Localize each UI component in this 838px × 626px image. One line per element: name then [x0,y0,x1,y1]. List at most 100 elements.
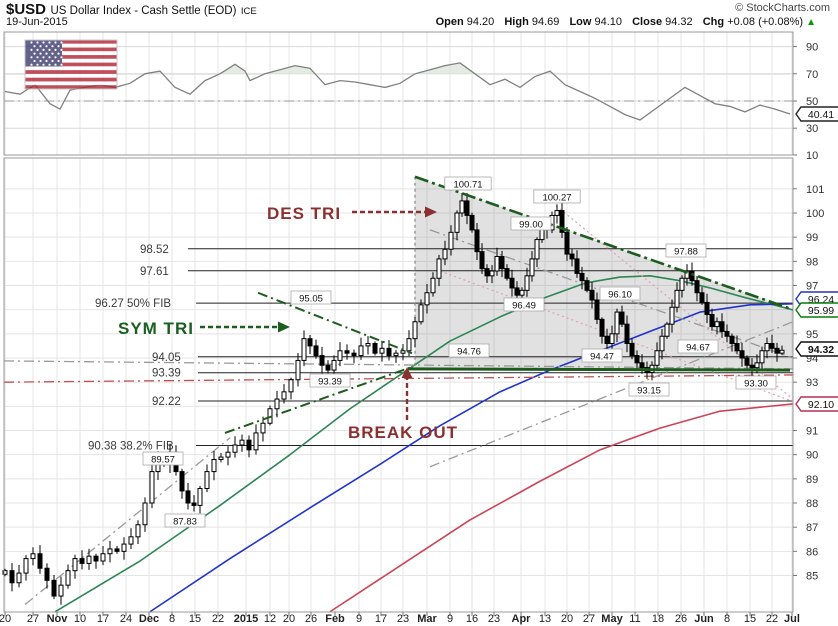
y-tick-label: 90 [806,450,818,462]
callout-box [448,343,490,358]
annotation-arrowhead-break-out [401,367,413,378]
callout-97.88: 97.88 [674,247,698,258]
rsi-line [4,62,791,121]
candle-body [594,299,600,320]
axis-price-box-label-95.99: 95.99 [808,305,834,317]
candle-body [406,338,412,352]
candle-body [365,342,371,347]
axes-and-labels: 1011009998979594939190898887868590705030… [0,31,838,625]
candle-body [489,270,495,277]
candle-body [579,272,585,282]
candle-body [659,335,665,352]
x-tick-label-27: 27 [583,613,595,625]
x-tick-label-Dec: Dec [139,613,159,625]
candle-body [301,338,307,361]
axis-price-box [795,396,838,412]
copyright: © StockCharts.com [735,2,830,14]
flag-star [48,41,51,44]
flag-stripe [25,47,117,52]
candle-body [464,200,470,216]
callout-box [599,286,641,301]
flag-stripe [25,55,117,59]
candle-body [724,330,730,337]
x-tick-label-Jun: Jun [694,613,714,625]
close-label: Close [632,16,663,28]
flag-star [54,63,57,66]
y-tick-label: 100 [806,208,824,220]
flag-star [30,41,33,44]
level-label: 92.22 [152,396,181,408]
level-label: 97.61 [140,266,169,278]
candle-body [709,313,715,328]
trendline-des-tri-upper [414,175,794,311]
flag-star [57,59,60,63]
candle-body [331,359,337,371]
y-tick-label: 89 [806,474,818,486]
candle-body [729,335,735,344]
candle-body [669,306,675,325]
y-tick-label: 87 [806,522,818,534]
flag-star [45,52,48,55]
callout-box [533,189,581,204]
x-tick-label-15: 15 [189,613,201,625]
candle-body [604,335,610,344]
candle-body [128,536,134,545]
open-label: Open [435,16,464,28]
axis-price-box [795,106,838,122]
main-panel-border [3,157,794,613]
callout-box [309,373,351,388]
x-tick-label-24: 24 [120,613,132,625]
candle-body [358,345,364,357]
flag-stripe [25,51,117,56]
flag-star [36,48,39,52]
high-value: 94.69 [531,16,560,28]
flag-star [51,45,54,48]
candle-body [58,584,64,597]
x-tick-label-Nov: Nov [47,613,69,625]
candle-body [504,268,510,279]
candle-body [614,311,620,335]
candle-body [554,210,560,216]
x-tick-label-Jul: Jul [784,613,800,625]
candle-body [564,231,570,255]
candle-body [704,301,710,315]
candle-body [288,379,294,393]
candle-body [9,570,15,584]
y-tick-label: 88 [806,498,818,510]
candle-body [313,345,319,357]
candle-body [86,555,92,564]
y-tick-label: 97 [806,280,818,292]
axis-price-box-label-92.10: 92.10 [808,399,834,411]
callout-box [628,382,670,397]
callout-94.47: 94.47 [590,352,614,363]
candle-body [559,210,565,233]
x-tick-label-Apr: Apr [512,613,532,625]
chg-value: +0.08 (+0.08%) [727,16,804,28]
x-tick-label-22: 22 [212,613,224,625]
annotation-arrowhead-des-tri [425,206,437,218]
candle-body [412,321,418,340]
close-value: 94.32 [665,16,693,28]
callout-box [677,339,719,354]
candle-body [204,471,210,490]
candle-body [319,355,325,366]
y-tick-label: 86 [806,546,818,558]
indicator-tick-label: 90 [806,42,818,54]
candle-body [484,268,490,277]
callout-87.83: 87.83 [173,517,197,528]
candle-body [142,502,148,526]
flag-star [33,45,36,48]
candle-body [714,321,720,328]
trendlines [3,176,794,606]
annotation-sym-tri: SYM TRI [118,319,194,338]
flag-star [42,41,45,44]
flag-stripe [25,73,117,78]
x-tick-label-2015: 2015 [234,613,258,625]
candle-body [51,579,57,597]
chart-date: 19-Jun-2015 [6,16,68,28]
flag-star [60,56,63,59]
candle-body [400,350,406,354]
callout-89.57: 89.57 [151,455,175,466]
callout-box [503,297,545,312]
candle-body [744,357,750,366]
